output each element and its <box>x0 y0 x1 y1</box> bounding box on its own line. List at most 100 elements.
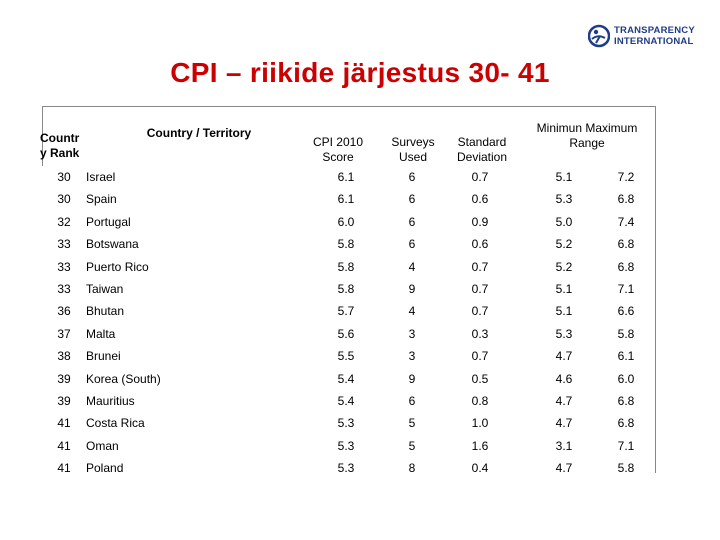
cell-min: 5.2 <box>555 237 573 252</box>
cell-score: 5.3 <box>337 461 355 476</box>
table-row: 33 Puerto Rico 5.8 4 0.7 5.2 6.8 <box>40 260 660 282</box>
cell-min: 3.1 <box>555 438 573 453</box>
cell-min: 4.7 <box>555 349 573 364</box>
cell-min: 5.1 <box>555 170 573 184</box>
cell-min: 5.1 <box>555 282 573 296</box>
cell-surveys: 9 <box>408 371 416 386</box>
cell-rank: 33 <box>57 237 71 252</box>
cell-surveys: 5 <box>408 438 416 453</box>
cell-max: 6.8 <box>617 416 635 431</box>
header-rank: Countr y Rank <box>40 131 80 160</box>
cell-sd: 1.6 <box>471 438 489 453</box>
cell-rank: 39 <box>57 394 71 408</box>
cell-sd: 0.5 <box>471 371 489 386</box>
cell-surveys: 4 <box>408 259 416 274</box>
ti-emblem-icon <box>588 24 610 48</box>
cell-country: Mauritius <box>86 394 135 408</box>
cell-sd: 0.7 <box>471 282 489 296</box>
header-standard-deviation: Standard Deviation <box>456 135 508 164</box>
cell-rank: 30 <box>57 170 71 184</box>
cell-score: 5.7 <box>337 304 355 319</box>
cell-sd: 0.9 <box>471 214 489 229</box>
cell-score: 5.8 <box>337 259 355 274</box>
cell-rank: 41 <box>57 461 71 476</box>
cell-max: 5.8 <box>617 461 635 476</box>
header-country: Country / Territory <box>146 126 252 140</box>
cell-max: 7.4 <box>617 214 635 229</box>
cell-min: 4.7 <box>555 416 573 431</box>
cell-min: 5.3 <box>555 192 573 207</box>
cell-max: 7.1 <box>617 438 635 453</box>
logo-line-1: TRANSPARENCY <box>614 25 695 36</box>
cell-country: Puerto Rico <box>86 259 149 274</box>
cell-sd: 0.7 <box>471 259 489 274</box>
cell-country: Israel <box>86 170 116 184</box>
table-row: 41 Costa Rica 5.3 5 1.0 4.7 6.8 <box>40 416 660 438</box>
cell-sd: 0.7 <box>471 349 489 364</box>
cell-sd: 0.4 <box>471 461 489 476</box>
cell-surveys: 6 <box>408 237 416 252</box>
header-range: Minimun Maximum Range <box>536 121 638 150</box>
cell-score: 5.4 <box>337 371 355 386</box>
cell-country: Bhutan <box>86 304 125 319</box>
cell-min: 5.0 <box>555 214 573 229</box>
cell-min: 5.3 <box>555 326 573 341</box>
cell-sd: 0.3 <box>471 326 489 341</box>
cell-max: 6.8 <box>617 237 635 252</box>
cell-country: Spain <box>86 192 117 207</box>
table-border-top <box>42 106 656 107</box>
cell-max: 5.8 <box>617 326 635 341</box>
cell-surveys: 3 <box>408 349 416 364</box>
cell-rank: 32 <box>57 214 71 229</box>
cell-score: 5.4 <box>337 394 355 408</box>
cell-min: 4.6 <box>555 371 573 386</box>
table-row: 33 Taiwan 5.8 9 0.7 5.1 7.1 <box>40 282 660 304</box>
cell-country: Poland <box>86 461 124 476</box>
transparency-international-logo: TRANSPARENCY INTERNATIONAL <box>588 24 706 52</box>
cell-score: 6.1 <box>337 170 355 184</box>
cell-rank: 37 <box>57 326 71 341</box>
cell-score: 6.0 <box>337 214 355 229</box>
cell-surveys: 9 <box>408 282 416 296</box>
cell-score: 5.6 <box>337 326 355 341</box>
cell-score: 5.3 <box>337 438 355 453</box>
cell-rank: 41 <box>57 438 71 453</box>
cell-max: 7.2 <box>617 170 635 184</box>
cell-max: 6.1 <box>617 349 635 364</box>
cell-sd: 0.6 <box>471 237 489 252</box>
cell-sd: 0.6 <box>471 192 489 207</box>
header-score: CPI 2010 Score <box>312 135 364 164</box>
cell-country: Korea (South) <box>86 371 161 386</box>
table-row: 30 Spain 6.1 6 0.6 5.3 6.8 <box>40 192 660 214</box>
table-row: 39 Mauritius 5.4 6 0.8 4.7 6.8 <box>40 394 660 416</box>
cell-rank: 33 <box>57 282 71 296</box>
cell-rank: 36 <box>57 304 71 319</box>
cell-rank: 38 <box>57 349 71 364</box>
table-row: 41 Poland 5.3 8 0.4 4.7 5.8 <box>40 461 660 483</box>
page-title: CPI – riikide järjestus 30- 41 <box>170 57 550 88</box>
cell-max: 6.0 <box>617 371 635 386</box>
table-row: 30 Israel 6.1 6 0.7 5.1 7.2 <box>40 170 660 192</box>
cell-max: 6.8 <box>617 259 635 274</box>
cell-score: 5.5 <box>337 349 355 364</box>
header-surveys: Surveys Used <box>391 135 435 164</box>
cell-max: 6.6 <box>617 304 635 319</box>
table-row: 33 Botswana 5.8 6 0.6 5.2 6.8 <box>40 237 660 259</box>
cell-score: 5.8 <box>337 237 355 252</box>
cell-rank: 30 <box>57 192 71 207</box>
table-border-left <box>42 106 43 166</box>
cell-score: 5.3 <box>337 416 355 431</box>
cell-min: 4.7 <box>555 461 573 476</box>
cell-surveys: 6 <box>408 394 416 408</box>
cell-min: 4.7 <box>555 394 573 408</box>
cell-surveys: 6 <box>408 170 416 184</box>
cell-score: 5.8 <box>337 282 355 296</box>
cell-surveys: 3 <box>408 326 416 341</box>
cell-sd: 0.8 <box>471 394 489 408</box>
logo-line-2: INTERNATIONAL <box>614 36 694 47</box>
table-row: 37 Malta 5.6 3 0.3 5.3 5.8 <box>40 327 660 349</box>
cell-country: Portugal <box>86 214 131 229</box>
cell-rank: 39 <box>57 371 71 386</box>
table-border-right <box>655 106 656 473</box>
cell-rank: 41 <box>57 416 71 431</box>
